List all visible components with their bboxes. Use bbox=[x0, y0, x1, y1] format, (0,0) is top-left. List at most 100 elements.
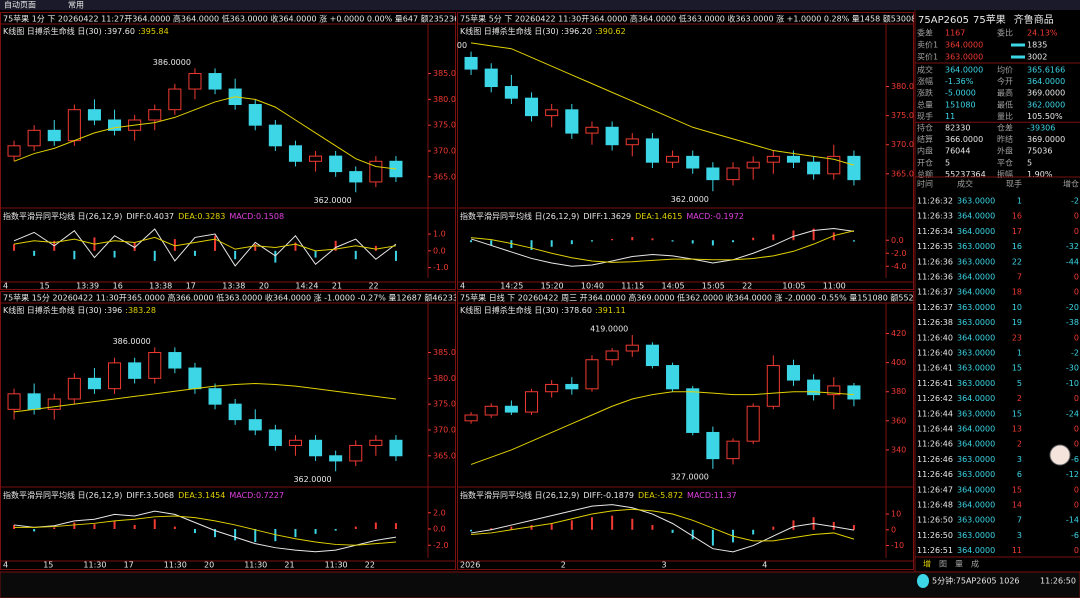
quote-value: 364.0000 bbox=[1027, 77, 1065, 86]
candle-body bbox=[464, 56, 478, 70]
macd-header: 指数平滑异同平均线 日(26,12,9) DIFF:-0.1879 DEA:-5.8… bbox=[460, 490, 737, 500]
candle-body bbox=[565, 109, 579, 134]
tab[interactable]: 常用 bbox=[68, 1, 84, 10]
low-annotation: 362.0000 bbox=[671, 195, 709, 204]
diff-line bbox=[470, 504, 855, 553]
y-tick-label: 370.0 bbox=[433, 146, 456, 155]
ma-line bbox=[13, 383, 397, 413]
x-tick-label: 4 bbox=[762, 561, 767, 570]
diff-label: DIFF:0.4037 bbox=[126, 212, 174, 221]
y-tick-label: 370.0 bbox=[433, 425, 456, 434]
candle-body bbox=[625, 138, 639, 146]
bottom-tab[interactable]: 量 bbox=[955, 560, 963, 569]
trade-cell: 11 bbox=[1012, 546, 1022, 555]
quote-label: 最低 bbox=[997, 99, 1013, 109]
trade-cell: 363.0000 bbox=[957, 455, 995, 464]
trade-cell: 11:26:37 bbox=[917, 303, 953, 312]
high-annotation: 419.0000 bbox=[590, 325, 628, 334]
candle-body bbox=[349, 171, 363, 183]
quote-value: 55237364 bbox=[945, 170, 986, 179]
candle-body bbox=[827, 155, 841, 175]
quote-value: 1.90% bbox=[1027, 170, 1053, 179]
candle-body bbox=[545, 383, 559, 393]
trade-column: 现手 bbox=[1006, 179, 1022, 189]
candle-body bbox=[27, 129, 41, 147]
trade-cell: 363.0000 bbox=[957, 242, 995, 251]
quote-value: 369.0000 bbox=[1027, 89, 1065, 98]
bottom-tab[interactable]: 图 bbox=[939, 560, 947, 569]
panel-header: 75苹果 5分 下 20260422 11:30开364.0000 高364.0… bbox=[460, 14, 965, 24]
trade-cell: 363.0000 bbox=[957, 409, 995, 418]
trade-cell: 11:26:34 bbox=[917, 227, 953, 236]
candle-body bbox=[369, 439, 383, 446]
low-annotation: 362.0000 bbox=[314, 196, 352, 205]
y-tick-label: 385.0 bbox=[433, 348, 456, 357]
trade-cell: 17 bbox=[1012, 227, 1022, 236]
high-annotation: 386.0000 bbox=[429, 41, 467, 50]
trade-cell: -20 bbox=[1066, 303, 1079, 312]
y-tick-label: 375.0 bbox=[891, 111, 914, 120]
top-bar bbox=[0, 0, 1080, 10]
quote-value: 365.6166 bbox=[1027, 66, 1065, 75]
trade-cell: 11:26:41 bbox=[917, 364, 953, 373]
macd-header: 指数平滑异同平均线 日(26,12,9) DIFF:0.4037 DEA:0.328… bbox=[3, 211, 284, 221]
candle-body bbox=[67, 377, 81, 400]
quote-label: 结算 bbox=[917, 134, 933, 144]
trade-cell: 0 bbox=[1074, 394, 1079, 403]
candle-body bbox=[827, 385, 841, 396]
candle-body bbox=[807, 161, 821, 175]
candle-body bbox=[389, 439, 403, 457]
quote-label: 卖价1 bbox=[917, 41, 938, 50]
candle-body bbox=[706, 167, 720, 181]
dea-line bbox=[13, 236, 397, 252]
bottom-tab[interactable]: 增 bbox=[923, 559, 931, 569]
y-tick-label: 370.0 bbox=[891, 140, 914, 149]
candle-body bbox=[625, 344, 639, 352]
trade-cell: 23 bbox=[1012, 333, 1022, 342]
trade-cell: 11:26:35 bbox=[917, 242, 953, 251]
quote-label: 总量 bbox=[917, 99, 933, 109]
candle-body bbox=[504, 405, 518, 413]
trade-cell: 5 bbox=[1017, 379, 1022, 388]
quote-label: 昨结 bbox=[997, 134, 1013, 144]
macd-header: 指数平滑异同平均线 日(26,12,9) DIFF:1.3629 DEA:1.461… bbox=[460, 211, 744, 221]
ma-line bbox=[471, 42, 855, 166]
x-tick-label: 13:38 bbox=[149, 282, 172, 291]
trade-cell: 364.0000 bbox=[957, 273, 995, 282]
tab[interactable]: 自动页面 bbox=[4, 0, 36, 10]
x-tick-label: 10:05 bbox=[782, 282, 805, 291]
candle-body bbox=[766, 365, 780, 407]
candle-body bbox=[87, 109, 101, 121]
trade-cell: 11:26:50 bbox=[917, 531, 953, 540]
panel-border bbox=[457, 12, 914, 290]
trade-cell: -6 bbox=[1071, 531, 1079, 540]
candle-body bbox=[27, 393, 41, 410]
trade-cell: -38 bbox=[1066, 318, 1079, 327]
kline-name: K线图 日搏杀生命线 日(30) :396.20 bbox=[460, 26, 592, 36]
candle-body bbox=[148, 352, 162, 379]
avatar[interactable] bbox=[1049, 444, 1071, 466]
x-tick-label: 16 bbox=[113, 282, 123, 291]
trade-cell: 363.0000 bbox=[957, 349, 995, 358]
ma-value: :383.28 bbox=[125, 306, 156, 315]
macd-label: MACD:-0.1972 bbox=[686, 212, 744, 221]
quote-label: 成交 bbox=[917, 65, 933, 75]
kline-name: K线图 日搏杀生命线 日(30) :397.60 bbox=[3, 26, 135, 36]
trade-cell: 363.0000 bbox=[957, 197, 995, 206]
trade-cell: 11:26:44 bbox=[917, 409, 953, 418]
bottom-tab[interactable]: 成 bbox=[971, 559, 979, 569]
candle-body bbox=[766, 155, 780, 163]
y-tick-label: -10 bbox=[891, 541, 904, 550]
candle-body bbox=[847, 155, 861, 181]
trade-cell: 364.0000 bbox=[957, 333, 995, 342]
diff-label: DIFF:-0.1879 bbox=[583, 491, 634, 500]
candle-body bbox=[268, 124, 282, 147]
quote-value: 82330 bbox=[945, 124, 970, 133]
chart-panel: 75苹果 15分 20260422 11:30开365.0000 高366.00… bbox=[0, 291, 456, 570]
trade-cell: 11:26:41 bbox=[917, 379, 953, 388]
trade-cell: 0 bbox=[1074, 546, 1079, 555]
candle-body bbox=[288, 439, 302, 446]
trade-cell: 2 bbox=[1017, 440, 1022, 449]
